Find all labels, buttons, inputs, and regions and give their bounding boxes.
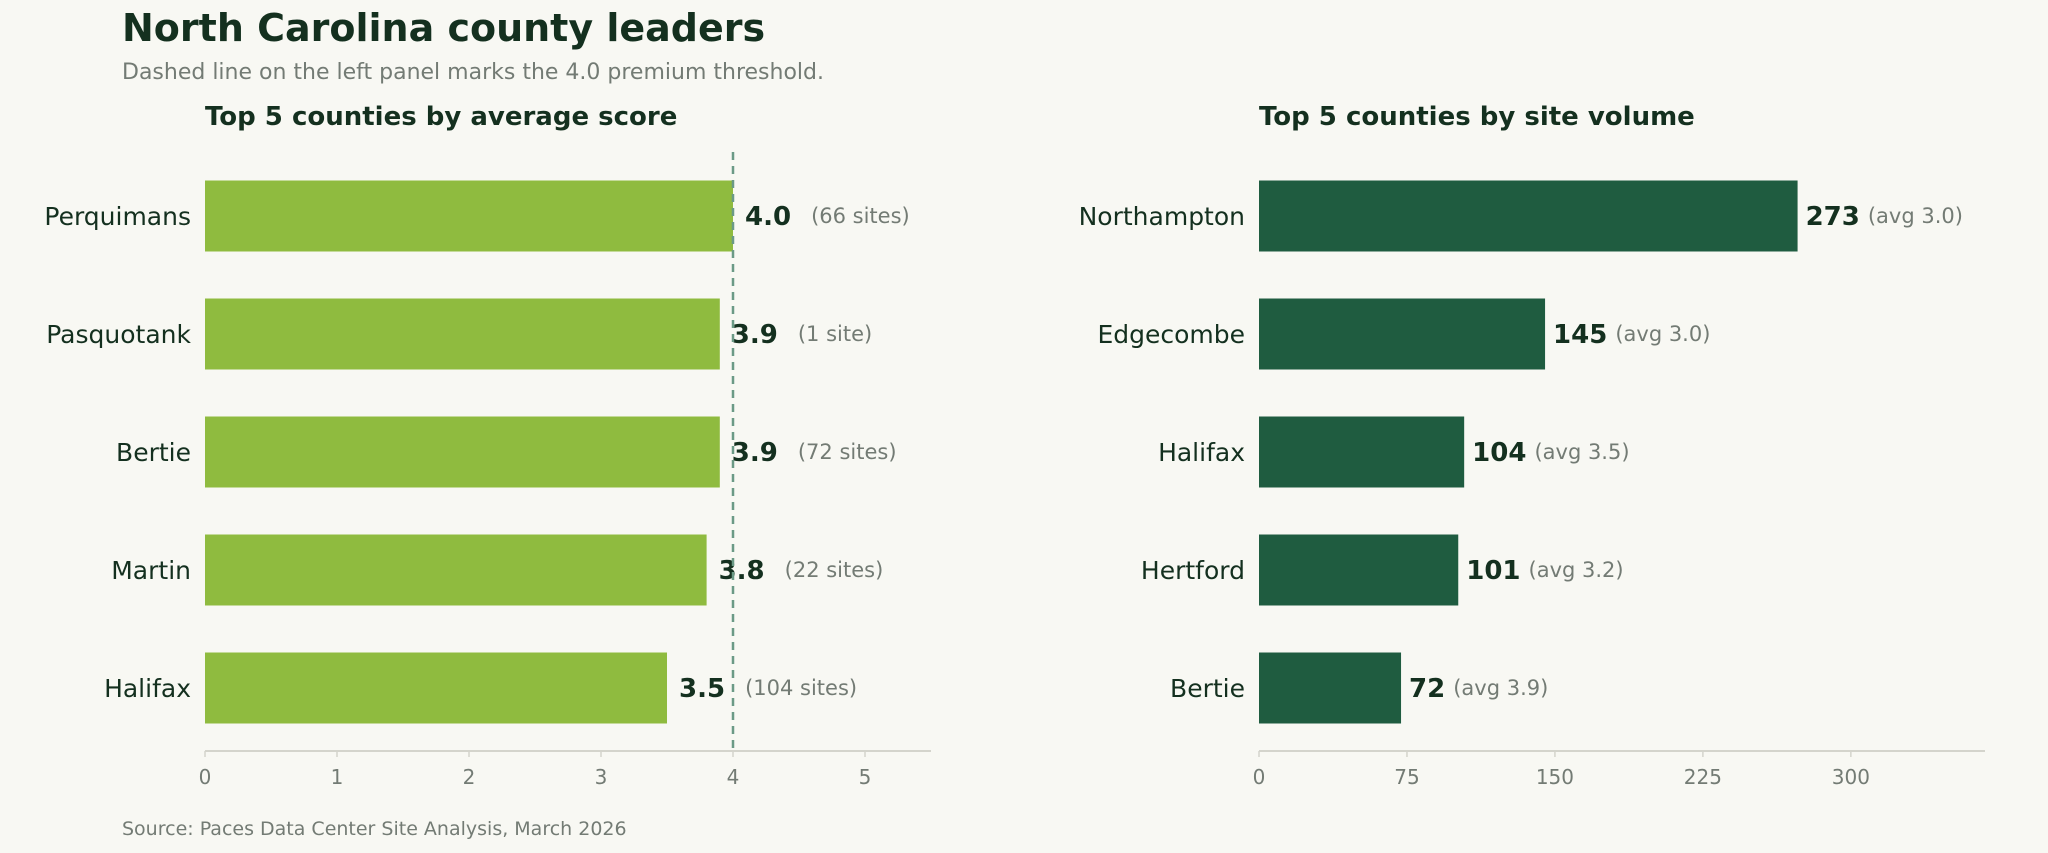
volume-annotation-label: (avg 3.0) xyxy=(1615,322,1710,346)
score-value-label: 3.9 xyxy=(732,438,778,468)
volume-bar xyxy=(1259,298,1546,370)
page-subtitle: Dashed line on the left panel marks the … xyxy=(122,60,824,85)
score-bar xyxy=(205,298,720,370)
volume-category-label: Hertford xyxy=(1141,556,1245,585)
volume-bar xyxy=(1259,652,1402,724)
score-bar xyxy=(205,180,733,252)
score-annotation-label: (1 site) xyxy=(798,322,872,346)
score-annotation-label: (22 sites) xyxy=(785,558,884,582)
score-bar xyxy=(205,652,667,724)
volume-x-tick-label: 225 xyxy=(1684,765,1722,789)
score-category-label: Bertie xyxy=(116,438,191,467)
volume-bar xyxy=(1259,180,1798,252)
score-panel-title: Top 5 counties by average score xyxy=(205,102,677,132)
source-note: Source: Paces Data Center Site Analysis,… xyxy=(122,818,627,840)
score-value-label: 3.9 xyxy=(732,320,778,350)
volume-bar xyxy=(1259,416,1465,488)
score-category-label: Martin xyxy=(111,556,191,585)
volume-x-tick-label: 150 xyxy=(1536,765,1574,789)
score-x-tick-label: 4 xyxy=(727,765,740,789)
volume-bar xyxy=(1259,534,1459,606)
volume-category-label: Halifax xyxy=(1158,438,1245,467)
score-bar xyxy=(205,534,707,606)
score-category-label: Pasquotank xyxy=(46,320,191,349)
volume-x-tick-label: 75 xyxy=(1394,765,1419,789)
volume-annotation-label: (avg 3.2) xyxy=(1529,558,1624,582)
score-annotation-label: (104 sites) xyxy=(745,676,857,700)
volume-annotation-label: (avg 3.0) xyxy=(1868,204,1963,228)
score-category-label: Halifax xyxy=(104,674,191,703)
volume-value-label: 104 xyxy=(1472,438,1526,468)
page-title: North Carolina county leaders xyxy=(122,6,766,50)
score-x-tick-label: 5 xyxy=(859,765,872,789)
score-x-tick-label: 2 xyxy=(463,765,476,789)
volume-x-tick-label: 300 xyxy=(1832,765,1870,789)
score-category-label: Perquimans xyxy=(44,202,191,231)
volume-category-label: Bertie xyxy=(1170,674,1245,703)
volume-value-label: 145 xyxy=(1553,320,1607,350)
score-x-tick-label: 0 xyxy=(199,765,212,789)
volume-category-label: Edgecombe xyxy=(1097,320,1245,349)
score-x-tick-label: 3 xyxy=(595,765,608,789)
score-x-tick-label: 1 xyxy=(331,765,344,789)
volume-annotation-label: (avg 3.9) xyxy=(1453,676,1548,700)
score-value-label: 4.0 xyxy=(745,202,791,232)
volume-category-label: Northampton xyxy=(1079,202,1245,231)
volume-panel-title: Top 5 counties by site volume xyxy=(1259,102,1695,132)
score-panel: Top 5 counties by average score 0 1 2 3 4 5 Pe… xyxy=(44,102,931,789)
volume-value-label: 273 xyxy=(1806,202,1860,232)
volume-annotation-label: (avg 3.5) xyxy=(1534,440,1629,464)
volume-panel: Top 5 counties by site volume 0 75 150 225 3… xyxy=(1079,102,1985,789)
volume-x-tick-label: 0 xyxy=(1253,765,1266,789)
score-annotation-label: (66 sites) xyxy=(811,204,910,228)
score-bar xyxy=(205,416,720,488)
volume-value-label: 72 xyxy=(1409,674,1445,704)
volume-value-label: 101 xyxy=(1466,556,1520,586)
score-value-label: 3.5 xyxy=(679,674,725,704)
score-value-label: 3.8 xyxy=(719,556,765,586)
score-annotation-label: (72 sites) xyxy=(798,440,897,464)
